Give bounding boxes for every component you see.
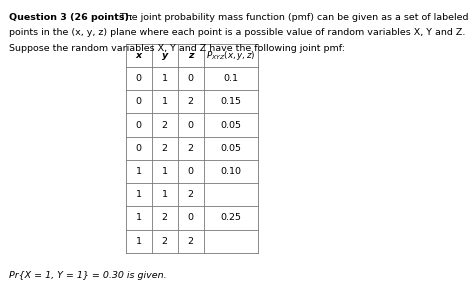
Text: 0: 0 <box>136 144 142 153</box>
Text: 1: 1 <box>136 237 142 246</box>
Text: $P_{XYZ}(x,y,z)$: $P_{XYZ}(x,y,z)$ <box>206 49 256 62</box>
Text: 2: 2 <box>188 237 194 246</box>
Text: 0: 0 <box>188 74 194 83</box>
Text: Suppose the random variables X, Y and Z have the following joint pmf:: Suppose the random variables X, Y and Z … <box>9 44 345 53</box>
Text: z: z <box>188 51 193 60</box>
Text: 0: 0 <box>188 121 194 130</box>
Text: 0.10: 0.10 <box>220 167 242 176</box>
Text: The joint probability mass function (pmf) can be given as a set of labeled: The joint probability mass function (pmf… <box>117 13 468 22</box>
Text: 2: 2 <box>162 213 168 222</box>
Text: 0.25: 0.25 <box>220 213 242 222</box>
Text: 0: 0 <box>136 97 142 106</box>
Text: 0: 0 <box>188 213 194 222</box>
Text: x: x <box>136 51 142 60</box>
Text: 2: 2 <box>162 237 168 246</box>
Text: 1: 1 <box>136 190 142 199</box>
Text: 2: 2 <box>188 97 194 106</box>
Text: points in the (x, y, z) plane where each point is a possible value of random var: points in the (x, y, z) plane where each… <box>9 28 465 37</box>
Text: 1: 1 <box>136 213 142 222</box>
Text: 2: 2 <box>162 121 168 130</box>
Text: 2: 2 <box>162 144 168 153</box>
Text: 0: 0 <box>188 167 194 176</box>
Text: Question 3 (26 points):: Question 3 (26 points): <box>9 13 132 22</box>
Text: 0.05: 0.05 <box>220 144 242 153</box>
Text: 0.1: 0.1 <box>224 74 238 83</box>
Text: 1: 1 <box>162 190 168 199</box>
Text: y: y <box>162 51 168 60</box>
Text: 1: 1 <box>162 74 168 83</box>
Text: Pr{X = 1, Y = 1} = 0.30 is given.: Pr{X = 1, Y = 1} = 0.30 is given. <box>9 271 166 280</box>
Text: 2: 2 <box>188 144 194 153</box>
Text: 1: 1 <box>162 97 168 106</box>
Text: 0: 0 <box>136 121 142 130</box>
Text: 0.05: 0.05 <box>220 121 242 130</box>
Text: 0: 0 <box>136 74 142 83</box>
Text: 1: 1 <box>136 167 142 176</box>
Text: 1: 1 <box>162 167 168 176</box>
Text: 2: 2 <box>188 190 194 199</box>
Text: 0.15: 0.15 <box>220 97 242 106</box>
